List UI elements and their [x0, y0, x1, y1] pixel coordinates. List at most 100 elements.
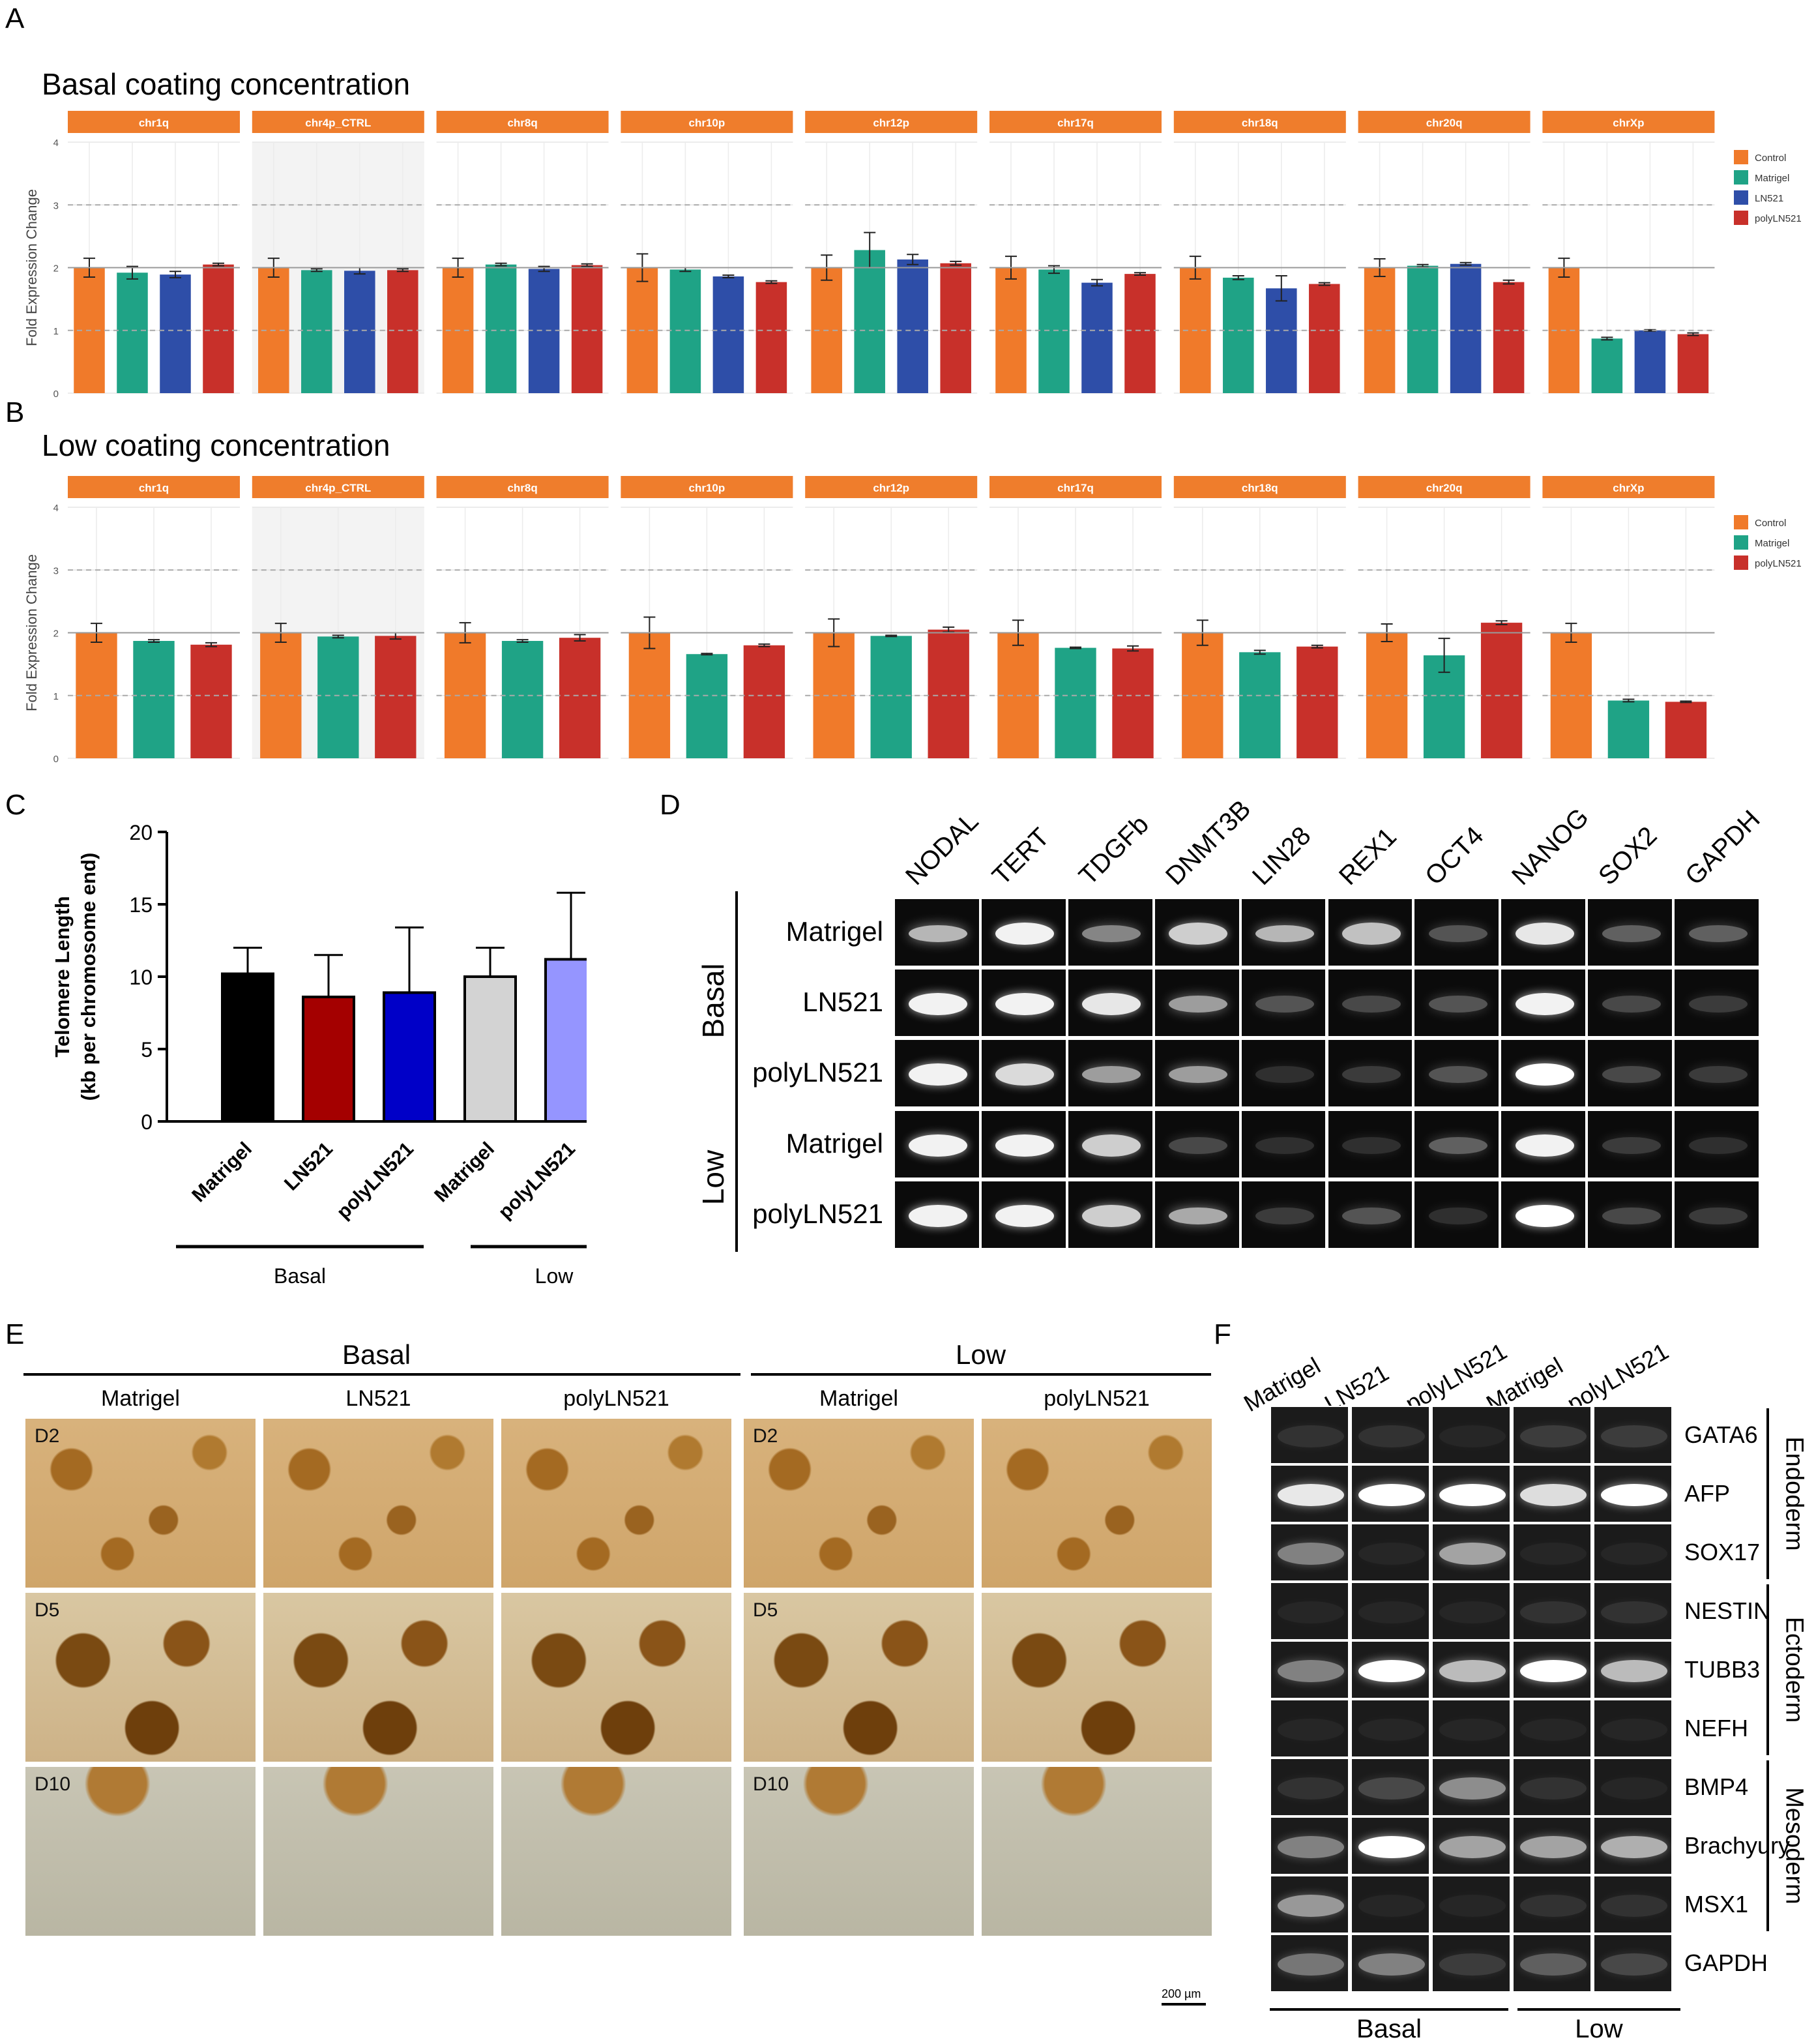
micrograph-image: D2 — [23, 1417, 257, 1590]
gel-band — [1428, 1066, 1487, 1083]
gel-lane — [894, 1180, 980, 1249]
gel-band — [1439, 1484, 1506, 1506]
gel-band — [1688, 1066, 1748, 1083]
facet-strip — [621, 111, 793, 133]
gel-lane — [1351, 1875, 1430, 1934]
gel-band — [1439, 1836, 1506, 1858]
gene-label: GAPDH — [1680, 805, 1766, 891]
gel-band — [1278, 1719, 1344, 1741]
bar-polyln521 — [1309, 284, 1340, 393]
gene-label: GATA6 — [1684, 1421, 1758, 1448]
facet-strip — [1173, 111, 1346, 133]
facet-strip — [1542, 111, 1715, 133]
gel-band — [1278, 1836, 1344, 1858]
gel-lane — [1593, 1875, 1673, 1934]
gel-band — [1255, 1066, 1315, 1083]
gel-lane — [1240, 1180, 1327, 1249]
gel-lane — [1351, 1934, 1430, 1992]
gel-lane — [1500, 968, 1587, 1037]
column-label: Matrigel — [819, 1386, 898, 1411]
gel-band — [1341, 923, 1401, 945]
gel-band — [1520, 1836, 1587, 1858]
scale-bar — [1162, 2003, 1206, 2006]
legend-swatch — [1734, 190, 1748, 205]
facet-strip-label: chr1q — [139, 117, 169, 129]
y-tick-label: 5 — [141, 1038, 153, 1061]
gel-band — [1169, 1207, 1228, 1224]
gel-band — [1082, 1205, 1141, 1227]
gel-band — [1439, 1953, 1506, 1976]
gel-band — [1601, 1601, 1667, 1623]
gel-band — [1341, 1066, 1401, 1083]
legend-swatch — [1734, 211, 1748, 225]
gel-band — [1515, 1063, 1574, 1086]
bar-ln521 — [160, 274, 191, 393]
gel-lane — [1431, 1758, 1511, 1816]
gene-label: TERT — [986, 822, 1055, 891]
bar — [544, 958, 587, 1123]
bar-polyln521 — [1480, 623, 1523, 758]
bar — [383, 991, 436, 1123]
gel-band — [1439, 1777, 1506, 1800]
gel-panel-f: Matrigel LN521 polyLN521 Matrigel polyLN521 G… — [1214, 1317, 1816, 2043]
gel-band — [1439, 1660, 1506, 1682]
gene-label: TDGFb — [1073, 810, 1154, 891]
gel-band — [1601, 1543, 1667, 1565]
gel-lane — [1512, 1523, 1592, 1582]
facet-strip-label: chr8q — [507, 482, 537, 494]
layer-label: Mesoderm — [1780, 1787, 1808, 1904]
y-axis-label-line1: Telomere Length — [51, 896, 74, 1057]
chart-b: Fold Expression Change 0 1 2 3 4 chr1q chr4p_CT… — [23, 476, 1802, 765]
gel-band — [995, 993, 1055, 1015]
gel-band — [1428, 925, 1487, 942]
gel-lane — [980, 898, 1067, 967]
bar-polyln521 — [1112, 648, 1154, 758]
y-tick-label: 0 — [53, 389, 59, 400]
group-line-basal — [1270, 2008, 1508, 2011]
gel-lane — [1500, 1039, 1587, 1108]
bar-polyln521 — [1665, 702, 1707, 758]
gel-lane — [1270, 1464, 1349, 1523]
gel-lane — [980, 968, 1067, 1037]
gel-lane — [1326, 898, 1414, 967]
facet-strip — [621, 476, 793, 498]
micrograph-image — [980, 1417, 1214, 1590]
gel-band — [1688, 925, 1748, 942]
facet-strip-label: chr4p_CTRL — [305, 117, 371, 129]
row-label: Matrigel — [785, 916, 883, 947]
gel-lane — [1431, 1699, 1511, 1758]
bar-matrigel — [1239, 652, 1281, 758]
gel-band — [1358, 1601, 1425, 1623]
gel-band — [1439, 1719, 1506, 1741]
micrograph-image — [261, 1765, 495, 1938]
column-label: LN521 — [345, 1386, 411, 1411]
gene-label: NANOG — [1506, 803, 1595, 891]
gel-lane — [1512, 1640, 1592, 1699]
gel-lane — [1593, 1640, 1673, 1699]
gel-lane — [1413, 1039, 1501, 1108]
timepoint-label: D5 — [753, 1599, 778, 1621]
gel-lane — [980, 1110, 1067, 1179]
timepoint-label: D10 — [753, 1773, 789, 1795]
layer-label: Ectoderm — [1780, 1616, 1808, 1723]
gel-lane — [1351, 1699, 1430, 1758]
bar-polyln521 — [203, 264, 234, 393]
gel-band — [1602, 996, 1661, 1013]
gel-lane — [1512, 1464, 1592, 1523]
gel-band — [1601, 1953, 1667, 1976]
bar-ln521 — [1634, 330, 1666, 393]
micrograph-image — [261, 1417, 495, 1590]
bar-ln521 — [1450, 263, 1482, 393]
gel-lane — [1673, 968, 1760, 1037]
gel-lane — [1593, 1699, 1673, 1758]
gel-lane — [1673, 1039, 1760, 1108]
gel-band — [1439, 1895, 1506, 1917]
y-tick-label: 1 — [53, 691, 59, 702]
facet-strip — [68, 111, 240, 133]
facet-strip-label: chr10p — [689, 482, 725, 494]
bar-polyln521 — [387, 270, 418, 393]
facet-strip — [805, 111, 978, 133]
bar-polyln521 — [755, 282, 787, 393]
gel-lane — [1512, 1699, 1592, 1758]
gel-band — [1341, 1137, 1401, 1154]
